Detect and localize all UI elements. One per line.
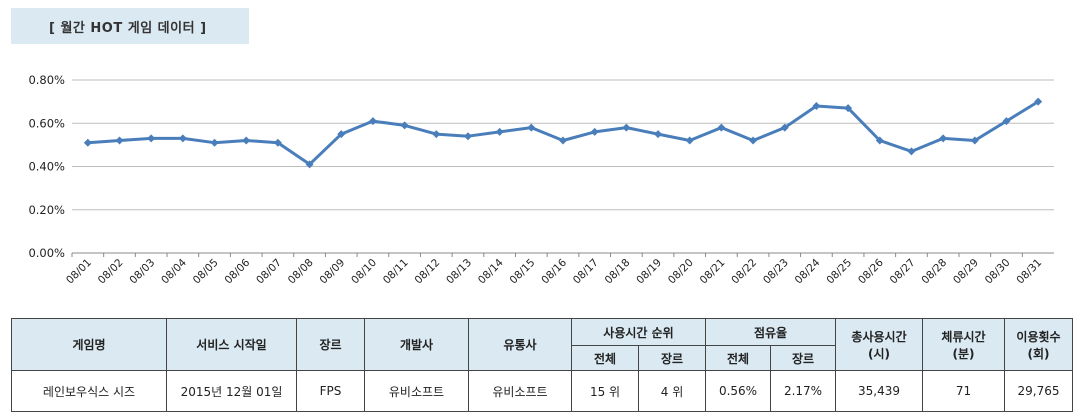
header-rank-genre: 장르 [637, 345, 707, 371]
data-point [210, 138, 219, 147]
line-chart: 0.00% 0.20% 0.40% 0.60% 0.80% 08/01 08/02 08/03… [28, 73, 1054, 287]
header-share-overall: 전체 [705, 345, 772, 371]
data-point [780, 123, 789, 132]
data-point [812, 101, 821, 110]
data-point [622, 123, 631, 132]
x-tick-label: 08/15 [508, 257, 538, 287]
x-tick-label: 08/14 [476, 256, 506, 286]
data-point [590, 127, 599, 136]
data-point [844, 104, 853, 113]
y-tick-label: 0.00% [28, 246, 65, 260]
x-tick-label: 08/24 [793, 256, 823, 286]
x-tick-label: 08/06 [222, 256, 252, 286]
data-point [242, 136, 251, 145]
data-point [875, 136, 884, 145]
x-tick-label: 08/22 [729, 257, 759, 287]
data-point [907, 147, 916, 156]
header-usage-rank: 사용시간 순위 [570, 318, 707, 346]
data-point [685, 136, 694, 145]
game-stats-table: 게임명 서비스 시작일 장르 개발사 유통사 사용시간 순위 점유율 총사용시간… [11, 318, 1074, 412]
x-tick-label: 08/18 [603, 257, 633, 287]
cell-use-count: 29,765 [1004, 370, 1074, 412]
data-point [337, 130, 346, 139]
data-point [654, 130, 663, 139]
y-tick-label: 0.80% [28, 73, 65, 87]
cell-share-genre: 2.17% [770, 370, 837, 412]
cell-total-usage: 35,439 [835, 370, 924, 412]
data-point [463, 132, 472, 141]
x-tick-label: 08/11 [381, 257, 411, 287]
x-tick-label: 08/30 [983, 257, 1013, 287]
cell-game-name: 레인보우식스 시즈 [11, 370, 167, 412]
header-developer: 개발사 [364, 318, 469, 371]
section-title: [ 월간 HOT 게임 데이터 ] [49, 20, 207, 36]
data-point [717, 123, 726, 132]
x-tick-label: 08/01 [64, 257, 94, 287]
data-point [939, 134, 948, 143]
data-point [970, 136, 979, 145]
x-tick-label: 08/04 [159, 256, 189, 286]
y-tick-label: 0.40% [28, 160, 65, 174]
data-point [305, 160, 314, 169]
cell-stay-time: 71 [922, 370, 1006, 412]
y-tick-label: 0.20% [28, 203, 65, 217]
cell-developer: 유비소프트 [364, 370, 469, 412]
data-point [495, 127, 504, 136]
x-tick-label: 08/12 [413, 257, 443, 287]
header-publisher: 유통사 [468, 318, 572, 371]
header-total-usage: 총사용시간 (시) [835, 318, 924, 371]
header-share: 점유율 [705, 318, 837, 346]
x-tick-label: 08/02 [96, 257, 126, 287]
data-point [273, 138, 282, 147]
data-point [178, 134, 187, 143]
data-point [1002, 117, 1011, 126]
data-point [83, 138, 92, 147]
header-share-genre: 장르 [770, 345, 837, 371]
x-tick-label: 08/20 [666, 257, 696, 287]
y-tick-label: 0.60% [28, 116, 65, 130]
data-point [1034, 97, 1043, 106]
table-row: 레인보우식스 시즈 2015년 12월 01일 FPS 유비소프트 유비소프트 … [11, 370, 1074, 412]
x-tick-label: 08/03 [127, 257, 157, 287]
x-tick-label: 08/17 [571, 257, 601, 287]
series-line [87, 100, 1039, 166]
section-title-box: [ 월간 HOT 게임 데이터 ] [11, 8, 249, 44]
data-point [749, 136, 758, 145]
header-genre: 장르 [296, 318, 365, 371]
x-tick-label: 08/16 [539, 256, 569, 286]
x-tick-label: 08/10 [349, 257, 379, 287]
data-point [400, 121, 409, 130]
x-tick-label: 08/08 [286, 257, 316, 287]
x-tick-label: 08/09 [317, 257, 347, 287]
x-tick-label: 08/31 [1014, 257, 1044, 287]
cell-rank-genre: 4 위 [637, 370, 707, 412]
x-tick-label: 08/29 [951, 257, 981, 287]
x-tick-label: 08/19 [634, 257, 664, 287]
cell-publisher: 유비소프트 [468, 370, 572, 412]
x-tick-label: 08/25 [824, 257, 854, 287]
data-point [368, 117, 377, 126]
data-point [115, 136, 124, 145]
cell-rank-overall: 15 위 [571, 370, 639, 412]
cell-genre: FPS [296, 370, 365, 412]
x-tick-label: 08/27 [888, 257, 918, 287]
x-tick-label: 08/07 [254, 257, 284, 287]
x-tick-label: 08/13 [444, 257, 474, 287]
x-tick-label: 08/26 [856, 256, 886, 286]
data-point [147, 134, 156, 143]
header-rank-overall: 전체 [571, 345, 639, 371]
x-tick-label: 08/21 [698, 257, 728, 287]
cell-share-overall: 0.56% [705, 370, 772, 412]
x-tick-label: 08/05 [191, 257, 221, 287]
x-tick-label: 08/28 [919, 257, 949, 287]
header-stay-time: 체류시간 (분) [922, 318, 1006, 371]
header-use-count: 이용횟수 (회) [1004, 318, 1074, 371]
header-game-name: 게임명 [11, 318, 167, 371]
data-point [527, 123, 536, 132]
x-tick-label: 08/23 [761, 257, 791, 287]
data-point [432, 130, 441, 139]
data-point [559, 136, 567, 145]
cell-service-start: 2015년 12월 01일 [166, 370, 297, 412]
header-service-start: 서비스 시작일 [166, 318, 297, 371]
